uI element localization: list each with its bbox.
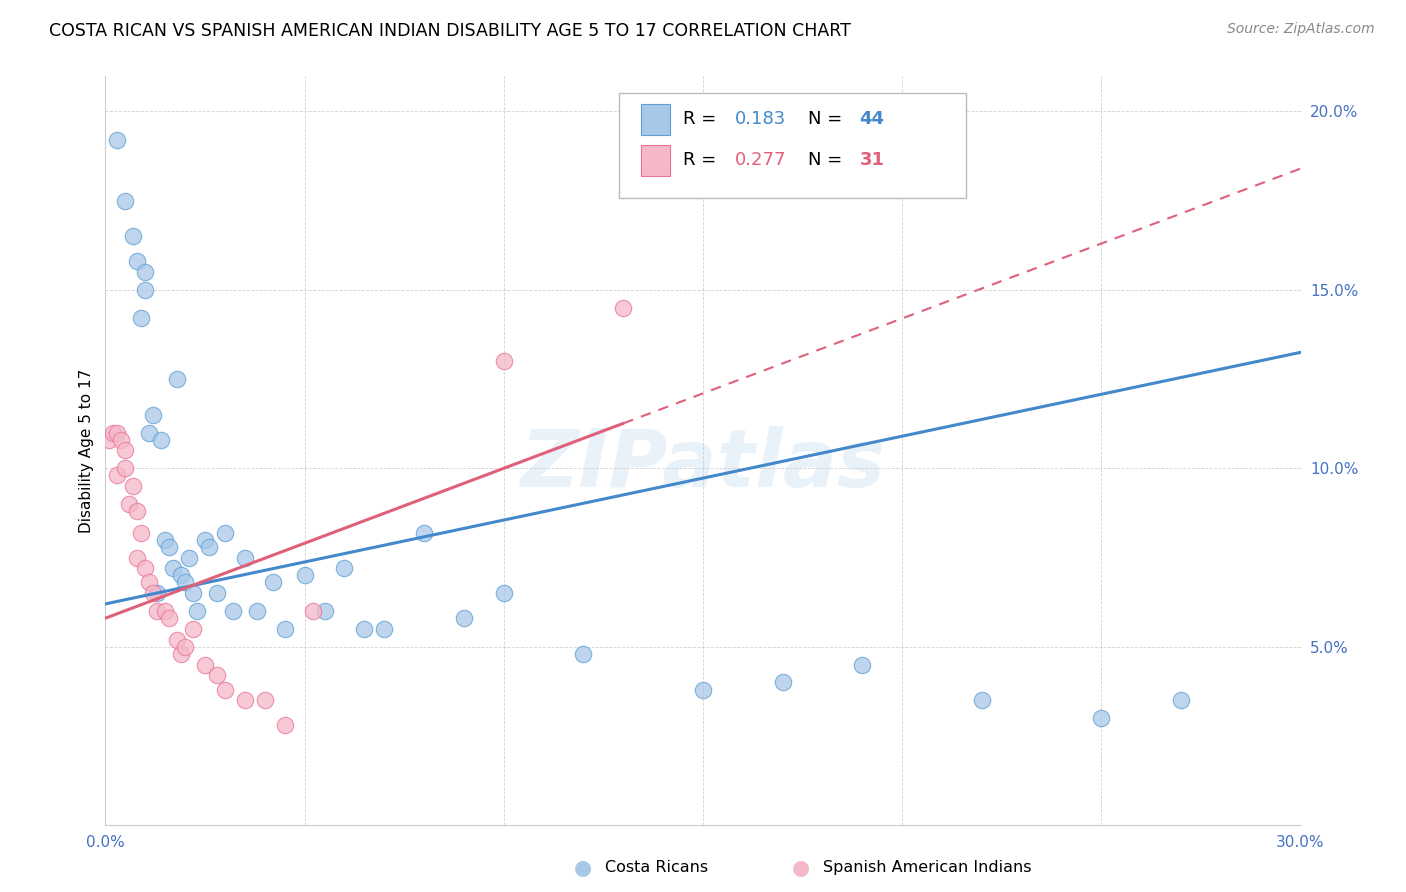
Point xyxy=(114,194,136,208)
Point xyxy=(851,657,873,672)
Point xyxy=(146,604,169,618)
Point xyxy=(333,561,356,575)
Text: 0.183: 0.183 xyxy=(735,111,786,128)
Text: ●: ● xyxy=(793,858,810,878)
FancyBboxPatch shape xyxy=(641,103,669,135)
Point xyxy=(134,265,156,279)
Text: 31: 31 xyxy=(859,152,884,169)
Point xyxy=(373,622,395,636)
Point xyxy=(294,568,316,582)
Point xyxy=(114,461,136,475)
Point xyxy=(142,586,165,600)
Text: N =: N = xyxy=(808,152,848,169)
Point xyxy=(453,611,475,625)
FancyBboxPatch shape xyxy=(619,93,966,198)
Point xyxy=(174,640,197,654)
Point xyxy=(353,622,375,636)
Point xyxy=(138,425,160,440)
Point xyxy=(107,133,129,147)
Point xyxy=(246,604,269,618)
Text: R =: R = xyxy=(683,111,721,128)
Point xyxy=(198,540,221,554)
Point xyxy=(157,611,180,625)
Point xyxy=(205,668,228,682)
Text: Costa Ricans: Costa Ricans xyxy=(605,861,707,875)
Point xyxy=(205,586,228,600)
Point xyxy=(273,718,295,732)
Point xyxy=(181,586,204,600)
Point xyxy=(122,229,145,244)
Point xyxy=(127,254,149,268)
Text: R =: R = xyxy=(683,152,721,169)
Point xyxy=(107,425,129,440)
Point xyxy=(194,533,217,547)
Point xyxy=(612,301,634,315)
Point xyxy=(142,408,165,422)
Point xyxy=(146,586,169,600)
Text: Spanish American Indians: Spanish American Indians xyxy=(823,861,1031,875)
Text: Source: ZipAtlas.com: Source: ZipAtlas.com xyxy=(1227,22,1375,37)
Point xyxy=(157,540,180,554)
Point xyxy=(214,682,236,697)
Point xyxy=(134,561,156,575)
Point xyxy=(153,533,177,547)
Point xyxy=(181,622,204,636)
Point xyxy=(222,604,245,618)
Y-axis label: Disability Age 5 to 17: Disability Age 5 to 17 xyxy=(79,368,94,533)
Point xyxy=(127,550,149,565)
Point xyxy=(153,604,177,618)
Point xyxy=(122,479,145,493)
Point xyxy=(166,372,188,386)
Point xyxy=(301,604,323,618)
Point xyxy=(314,604,336,618)
Point xyxy=(233,550,256,565)
Point xyxy=(129,311,153,326)
Point xyxy=(572,647,595,661)
Point xyxy=(233,693,256,707)
Point xyxy=(692,682,714,697)
FancyBboxPatch shape xyxy=(641,145,669,177)
Point xyxy=(170,647,193,661)
Point xyxy=(970,693,993,707)
Point xyxy=(138,575,160,590)
Text: 44: 44 xyxy=(859,111,884,128)
Point xyxy=(118,497,141,511)
Point xyxy=(194,657,217,672)
Point xyxy=(262,575,284,590)
Point xyxy=(170,568,193,582)
Point xyxy=(492,586,515,600)
Point xyxy=(1170,693,1192,707)
Point xyxy=(150,433,173,447)
Point xyxy=(186,604,208,618)
Point xyxy=(110,433,132,447)
Point xyxy=(103,425,125,440)
Point xyxy=(253,693,276,707)
Point xyxy=(174,575,197,590)
Point xyxy=(1090,711,1112,725)
Point xyxy=(177,550,201,565)
Point xyxy=(162,561,184,575)
Point xyxy=(413,525,436,540)
Text: 0.277: 0.277 xyxy=(735,152,787,169)
Point xyxy=(98,433,121,447)
Text: COSTA RICAN VS SPANISH AMERICAN INDIAN DISABILITY AGE 5 TO 17 CORRELATION CHART: COSTA RICAN VS SPANISH AMERICAN INDIAN D… xyxy=(49,22,851,40)
Point xyxy=(166,632,188,647)
Point xyxy=(214,525,236,540)
Point xyxy=(114,443,136,458)
Text: ●: ● xyxy=(575,858,592,878)
Point xyxy=(273,622,295,636)
Point xyxy=(134,283,156,297)
Point xyxy=(127,504,149,518)
Point xyxy=(107,468,129,483)
Text: ZIPatlas: ZIPatlas xyxy=(520,426,886,505)
Text: N =: N = xyxy=(808,111,848,128)
Point xyxy=(772,675,794,690)
Point xyxy=(492,354,515,368)
Point xyxy=(129,525,153,540)
